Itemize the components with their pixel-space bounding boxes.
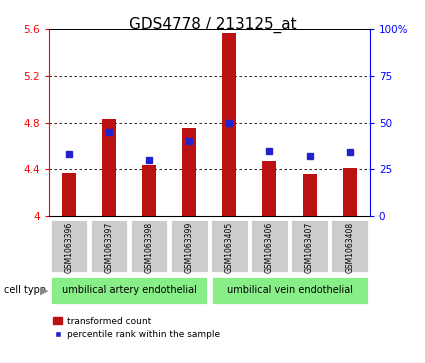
Text: umbilical artery endothelial: umbilical artery endothelial: [62, 285, 196, 295]
FancyBboxPatch shape: [50, 276, 208, 305]
FancyBboxPatch shape: [170, 219, 209, 273]
Bar: [343, 168, 357, 216]
Bar: [62, 173, 76, 216]
FancyBboxPatch shape: [210, 219, 249, 273]
Bar: [303, 174, 317, 216]
Bar: [222, 33, 236, 216]
Bar: [182, 129, 196, 216]
Bar: [102, 119, 116, 216]
Text: ▶: ▶: [40, 285, 49, 295]
Text: GSM1063397: GSM1063397: [105, 222, 113, 273]
Text: GSM1063396: GSM1063396: [65, 222, 74, 273]
FancyBboxPatch shape: [130, 219, 168, 273]
Legend: transformed count, percentile rank within the sample: transformed count, percentile rank withi…: [54, 317, 220, 339]
FancyBboxPatch shape: [50, 219, 88, 273]
Bar: [263, 161, 277, 216]
FancyBboxPatch shape: [90, 219, 128, 273]
Text: GSM1063399: GSM1063399: [185, 222, 194, 273]
Bar: [142, 164, 156, 216]
FancyBboxPatch shape: [210, 276, 368, 305]
FancyBboxPatch shape: [290, 219, 329, 273]
Text: GSM1063405: GSM1063405: [225, 222, 234, 273]
Text: GSM1063408: GSM1063408: [345, 222, 354, 273]
Text: GSM1063407: GSM1063407: [305, 222, 314, 273]
Text: cell type: cell type: [4, 285, 46, 295]
Text: GSM1063406: GSM1063406: [265, 222, 274, 273]
Text: GDS4778 / 213125_at: GDS4778 / 213125_at: [129, 16, 296, 33]
FancyBboxPatch shape: [250, 219, 289, 273]
FancyBboxPatch shape: [331, 219, 369, 273]
Text: GSM1063398: GSM1063398: [144, 222, 154, 273]
Text: umbilical vein endothelial: umbilical vein endothelial: [227, 285, 352, 295]
